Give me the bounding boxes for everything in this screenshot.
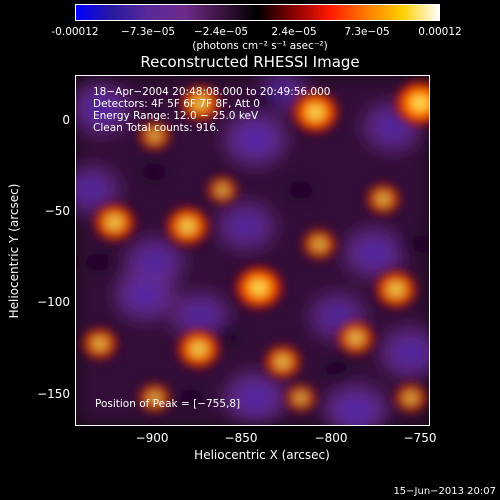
dark-gap [323,360,352,381]
y-tick-label: 0 [62,113,70,127]
bright-source [179,84,222,123]
x-tick-label: −750 [403,431,437,445]
y-tick-label: −50 [44,204,70,218]
bright-source [81,326,119,361]
dark-gap [140,161,169,182]
peak-position-label: Position of Peak = [−755,8] [95,398,241,410]
bright-source [365,182,402,216]
dark-gap [287,179,315,200]
bright-source [137,120,172,152]
dark-gap [396,234,425,255]
colorbar-tick: 7.3e−05 [344,26,390,38]
annotation-line: Clean Total counts: 916. [93,122,220,134]
colorbar-tick: 0.00012 [418,26,462,38]
colorbar-title: (photons cm⁻² s⁻¹ asec⁻²) [192,40,328,52]
colorbar-gradient [76,5,439,20]
x-axis-label: Heliocentric X (arcsec) [194,448,330,462]
annotation-line: Detectors: 4F 5F 6F 7F 8F, Att 0 [93,98,260,110]
bright-source [206,175,239,205]
bright-source [301,228,338,261]
bright-source [137,382,172,414]
colorbar-tick: 2.4e−05 [271,26,317,38]
dim-source [377,325,429,381]
chart-title: Reconstructed RHESSI Image [140,53,360,71]
colorbar-tick: −7.3e−05 [120,26,176,38]
x-tick-label: −900 [135,431,169,445]
dim-source [76,81,133,136]
dim-source [221,369,289,425]
dim-source [214,199,278,253]
bright-source [291,90,340,135]
bright-source [284,383,318,413]
colorbar [75,4,440,21]
bright-source [393,382,428,414]
timestamp: 15−Jun−2013 20:07 [393,486,496,497]
bright-source [233,265,284,311]
x-tick-label: −850 [224,431,258,445]
annotation-block: 18−Apr−2004 20:48:08.000 to 20:49:56.000… [93,86,330,134]
y-tick-label: −100 [37,295,70,309]
x-tick-label: −800 [314,431,348,445]
bright-source [263,344,303,380]
dark-gap [213,324,242,345]
bright-source [336,320,376,356]
bright-source [394,79,429,127]
colorbar-tick: −2.4e−05 [193,26,249,38]
y-tick-label: −150 [37,387,70,401]
dark-gap [177,387,206,408]
dim-source [76,163,123,217]
bright-source [374,269,418,310]
dim-source [122,235,187,290]
annotation-line: Energy Range: 12.0 − 25.0 keV [93,110,259,122]
dark-gap [85,252,114,273]
dim-source [321,381,391,425]
heatmap-plot [75,75,430,426]
colorbar-tick: -0.00012 [51,26,99,38]
y-axis-label: Heliocentric Y (arcsec) [7,183,21,319]
annotation-line: 18−Apr−2004 20:48:08.000 to 20:49:56.000 [93,86,331,98]
dim-source [220,110,290,168]
dark-gap [250,89,279,110]
dim-source [341,225,408,281]
bright-source [92,202,137,243]
bright-source [164,205,211,247]
bright-source [175,328,222,370]
